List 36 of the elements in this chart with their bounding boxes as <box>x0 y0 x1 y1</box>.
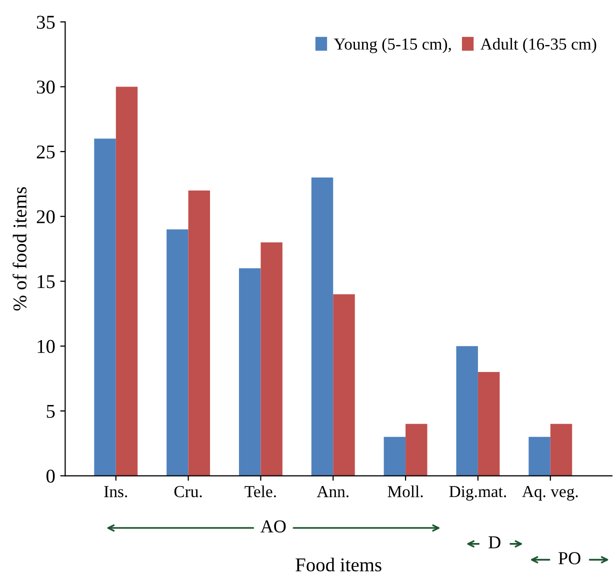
y-tick-label: 5 <box>46 404 55 418</box>
bar <box>116 86 138 476</box>
bar <box>528 436 550 476</box>
bar <box>384 436 406 476</box>
y-tick-label: 0 <box>46 470 55 483</box>
bar <box>478 372 500 476</box>
bar <box>456 346 478 476</box>
legend-label: Young (5-15 cm), <box>334 38 451 54</box>
bar <box>260 242 282 476</box>
x-tick-label: Dig.mat. <box>449 486 506 501</box>
y-tick-label: 35 <box>36 16 55 29</box>
y-axis-title: % of food items <box>12 187 27 311</box>
x-tick-label: Tele. <box>244 486 276 498</box>
bar <box>166 229 188 476</box>
legend-label: Adult (16-35 cm) <box>480 38 596 54</box>
x-tick-label: Moll. <box>388 486 423 498</box>
text: PO <box>558 552 580 564</box>
x-tick-label: Cru. <box>174 486 202 498</box>
x-tick-label: Aq. veg. <box>522 486 578 501</box>
text: AO <box>260 520 286 532</box>
bar <box>238 268 261 476</box>
y-tick-label: 15 <box>38 275 55 288</box>
text: D <box>488 536 500 548</box>
bar <box>333 294 355 476</box>
y-tick-label: 10 <box>38 340 55 354</box>
bar <box>550 424 572 476</box>
y-tick-label: 25 <box>36 145 55 159</box>
x-tick-label: Ins. <box>104 486 128 498</box>
bar <box>406 424 428 476</box>
bar <box>188 190 210 476</box>
y-tick-label: 20 <box>36 210 55 224</box>
bar <box>94 138 116 476</box>
x-tick-label: Ann. <box>316 486 348 498</box>
y-tick-label: 30 <box>36 80 55 94</box>
x-axis-title: Food items <box>296 558 382 572</box>
bar <box>311 178 334 476</box>
